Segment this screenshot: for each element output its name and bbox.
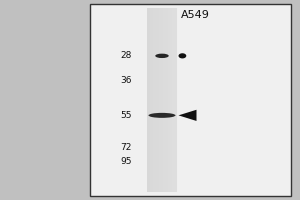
Text: 72: 72	[121, 144, 132, 152]
Circle shape	[178, 53, 186, 58]
Text: 55: 55	[121, 111, 132, 120]
Text: 28: 28	[121, 51, 132, 60]
Polygon shape	[178, 110, 196, 121]
Bar	[147, 8, 177, 192]
Text: 95: 95	[121, 157, 132, 166]
Text: A549: A549	[181, 10, 209, 20]
Text: 36: 36	[121, 76, 132, 85]
FancyBboxPatch shape	[90, 4, 291, 196]
Ellipse shape	[155, 54, 169, 58]
Ellipse shape	[148, 113, 176, 118]
